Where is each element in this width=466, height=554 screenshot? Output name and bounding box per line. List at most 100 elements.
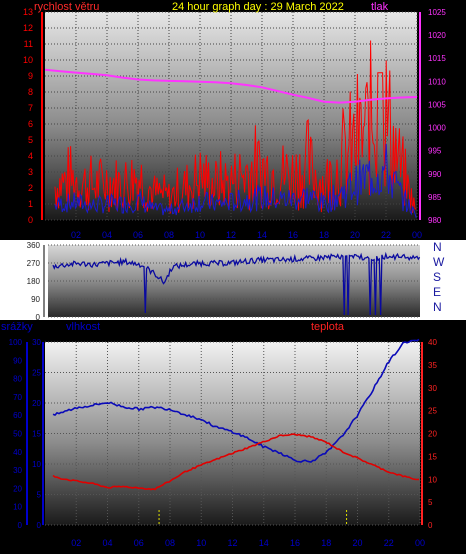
compass-w: W — [433, 255, 445, 269]
compass-e: E — [433, 285, 441, 299]
wind-direction-series — [52, 251, 421, 316]
wind-x-tick-label: 16 — [288, 230, 298, 240]
wind-y-tick-label: 1 — [28, 199, 33, 209]
humidity-x-tick-label: 14 — [259, 538, 269, 548]
humidity-series — [52, 338, 420, 463]
wind-x-tick-label: 06 — [133, 230, 143, 240]
rain-y-tick-label: 100 — [9, 338, 23, 347]
temperature-label: teplota — [311, 321, 345, 333]
humidity-x-tick-label: 16 — [290, 538, 300, 548]
temperature-y-tick-label: 35 — [428, 361, 437, 370]
rain-y-tick-label: 50 — [13, 430, 22, 439]
humidity-x-tick-label: 20 — [352, 538, 362, 548]
rain-y-tick-label: 0 — [18, 521, 23, 530]
direction-y-tick-label: 270 — [27, 259, 41, 268]
temperature-y-tick-label: 25 — [428, 407, 437, 416]
rain-y-tick-label: 20 — [13, 484, 22, 493]
compass-n-bottom: N — [433, 300, 442, 314]
humidity-x-tick-label: 06 — [134, 538, 144, 548]
humidity-y-tick-label: 0 — [37, 521, 42, 530]
pressure-label: tlak — [371, 1, 389, 13]
rain-y-tick-label: 90 — [13, 356, 22, 365]
wind-y-tick-label: 8 — [28, 87, 33, 97]
humidity-y-tick-label: 15 — [32, 430, 41, 439]
wind-y-tick-label: 3 — [28, 167, 33, 177]
humidity-x-tick-label: 12 — [227, 538, 237, 548]
rain-y-tick-label: 40 — [13, 448, 22, 457]
temperature-y-tick-label: 10 — [428, 475, 437, 484]
humidity-y-tick-label: 10 — [32, 460, 41, 469]
rain-y-tick-label: 70 — [13, 393, 22, 402]
compass-n-top: N — [433, 240, 442, 254]
humidity-x-tick-label: 08 — [165, 538, 175, 548]
wind-y-tick-label: 13 — [23, 7, 33, 17]
wind-y-tick-label: 2 — [28, 183, 33, 193]
wind-y-tick-label: 12 — [23, 23, 33, 33]
data-series — [44, 40, 421, 525]
temperature-y-tick-label: 40 — [428, 338, 437, 347]
rain-y-tick-label: 60 — [13, 411, 22, 420]
wind-y-tick-label: 9 — [28, 71, 33, 81]
wind-x-tick-label: 10 — [195, 230, 205, 240]
humidity-y-tick-label: 30 — [32, 338, 41, 347]
pressure-y-tick-label: 1005 — [428, 100, 446, 109]
direction-y-tick-label: 360 — [27, 241, 41, 250]
humidity-x-tick-label: 00 — [415, 538, 425, 548]
pressure-y-tick-label: 1000 — [428, 124, 446, 133]
compass-s: S — [433, 270, 441, 284]
humidity-y-tick-label: 5 — [37, 491, 42, 500]
wind-y-tick-label: 10 — [23, 55, 33, 65]
humidity-x-tick-label: 22 — [384, 538, 394, 548]
direction-y-tick-label: 0 — [36, 313, 41, 322]
humidity-x-tick-label: 02 — [71, 538, 81, 548]
pressure-y-tick-label: 980 — [428, 216, 442, 225]
humidity-x-tick-label: 18 — [321, 538, 331, 548]
humidity-x-tick-label: 04 — [102, 538, 112, 548]
wind-y-tick-label: 4 — [28, 151, 33, 161]
wind-x-tick-label: 20 — [350, 230, 360, 240]
wind-x-tick-label: 04 — [102, 230, 112, 240]
humidity-y-tick-label: 25 — [32, 369, 41, 378]
temperature-y-tick-label: 15 — [428, 452, 437, 461]
pressure-y-tick-label: 1020 — [428, 31, 446, 40]
pressure-series — [44, 68, 418, 104]
wind-x-tick-label: 14 — [257, 230, 267, 240]
wind-y-tick-label: 7 — [28, 103, 33, 113]
wind-x-tick-label: 08 — [164, 230, 174, 240]
wind-x-tick-label: 02 — [71, 230, 81, 240]
temperature-y-tick-label: 20 — [428, 430, 437, 439]
temperature-y-tick-label: 0 — [428, 521, 433, 530]
humidity-label: vlhkost — [66, 321, 100, 333]
rain-y-tick-label: 80 — [13, 375, 22, 384]
axis-labels: 02 04 06 08 10 12 14 16 18 20 22 000123456789101112… — [9, 7, 447, 548]
direction-y-tick-label: 180 — [27, 277, 41, 286]
rain-label: srážky — [1, 321, 33, 333]
wind-y-tick-label: 11 — [24, 39, 33, 49]
wind-average-series — [54, 143, 417, 218]
wind-y-tick-label: 0 — [28, 215, 33, 225]
humidity-y-tick-label: 20 — [32, 399, 41, 408]
wind-speed-label: rychlost větru — [34, 1, 99, 13]
pressure-y-tick-label: 1010 — [428, 77, 446, 86]
chart-title: 24 hour graph day : 29 March 2022 — [172, 1, 344, 13]
temperature-series — [52, 433, 420, 491]
wind-y-tick-label: 6 — [28, 119, 33, 129]
wind-y-tick-label: 5 — [28, 135, 33, 145]
rain-y-tick-label: 10 — [13, 503, 22, 512]
grid-lines — [45, 11, 421, 526]
direction-y-tick-label: 90 — [31, 295, 40, 304]
temperature-y-tick-label: 5 — [428, 498, 433, 507]
pressure-y-tick-label: 990 — [428, 170, 442, 179]
pressure-y-tick-label: 995 — [428, 147, 442, 156]
humidity-x-tick-label: 10 — [196, 538, 206, 548]
wind-x-tick-label: 18 — [319, 230, 329, 240]
rain-y-tick-label: 30 — [13, 466, 22, 475]
wind-x-tick-label: 22 — [381, 230, 391, 240]
temperature-y-tick-label: 30 — [428, 384, 437, 393]
pressure-y-tick-label: 1015 — [428, 54, 446, 63]
pressure-y-tick-label: 1025 — [428, 8, 446, 17]
wind-x-tick-label: 12 — [226, 230, 236, 240]
pressure-y-tick-label: 985 — [428, 193, 442, 202]
